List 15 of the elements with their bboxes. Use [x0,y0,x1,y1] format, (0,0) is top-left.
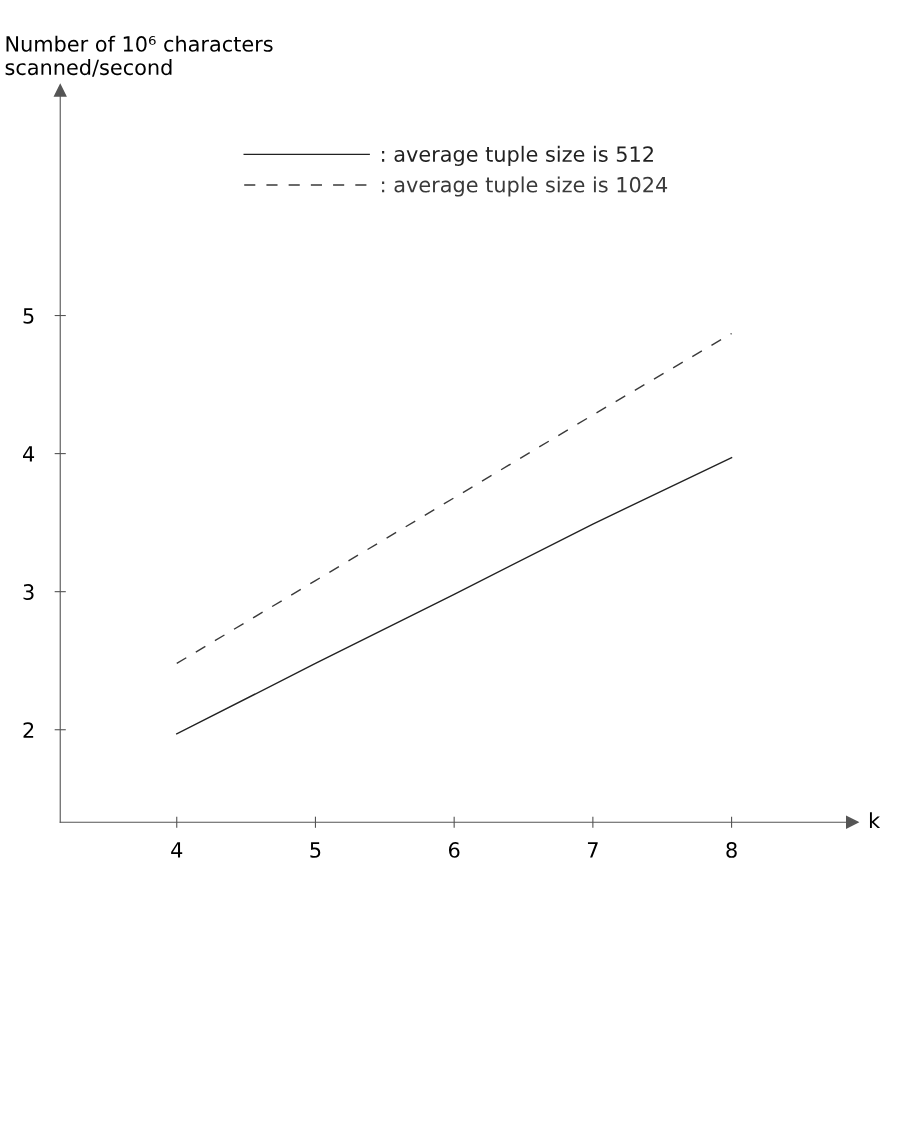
x-tick-label: 7 [587,842,598,858]
text: : average tuple size is 512 [382,145,653,166]
y-tick-label: 4 [23,446,35,462]
text: : average tuple size is 1024 [382,176,668,197]
line-series [176,457,733,735]
x-tick-label: 4 [171,842,183,858]
y-axis-title: Number of 10⁶ characters scanned/second [5,35,273,77]
x-tick-label: 8 [726,842,737,858]
y-tick-label: 5 [23,308,34,324]
x-tick-label: 6 [448,842,460,858]
x-axis-title: k [869,812,881,828]
y-tick-label: 3 [23,584,34,600]
y-tick-label: 2 [23,722,34,738]
line-series [176,332,733,665]
x-tick-label: 5 [310,842,321,858]
